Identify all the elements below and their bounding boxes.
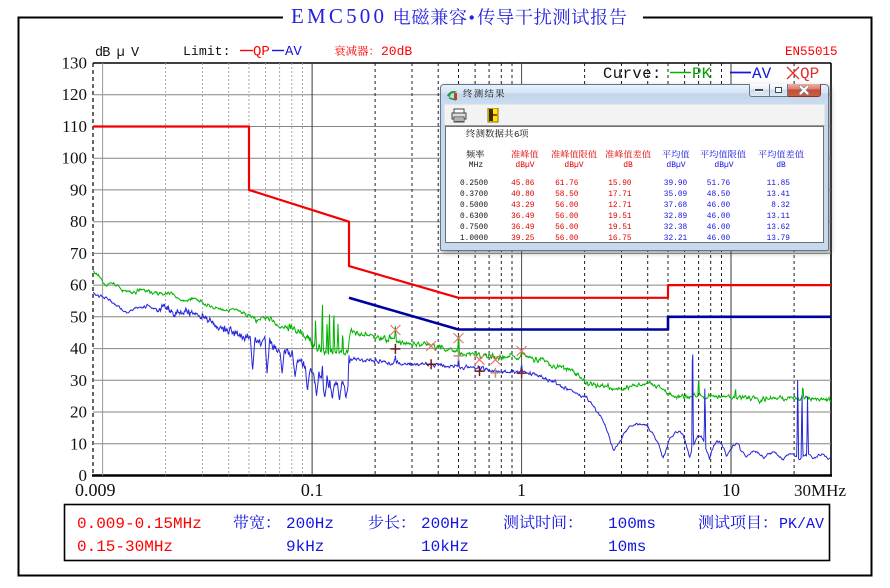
svg-text:100ms: 100ms: [608, 515, 656, 533]
svg-text:90: 90: [70, 180, 87, 199]
svg-text:AV: AV: [285, 44, 302, 60]
svg-text:0.009: 0.009: [75, 480, 116, 500]
svg-text:AV: AV: [752, 65, 772, 83]
svg-text:40: 40: [70, 339, 87, 358]
svg-text:9kHz: 9kHz: [286, 538, 324, 556]
svg-text:30: 30: [70, 371, 87, 390]
svg-text:1: 1: [517, 480, 526, 500]
svg-text:70: 70: [70, 244, 87, 263]
svg-text:PK: PK: [692, 65, 712, 83]
svg-text:60: 60: [70, 276, 87, 295]
svg-text:QP: QP: [800, 65, 819, 83]
svg-text:200Hz: 200Hz: [421, 515, 469, 533]
svg-text:30MHz: 30MHz: [794, 481, 846, 500]
svg-text:EN55015: EN55015: [785, 45, 838, 59]
svg-text:PK/AV: PK/AV: [779, 516, 824, 533]
svg-text:200Hz: 200Hz: [286, 515, 334, 533]
svg-text:QP: QP: [253, 44, 270, 60]
svg-text:20dB: 20dB: [381, 44, 412, 59]
svg-text:0: 0: [79, 466, 88, 485]
svg-text:0.1: 0.1: [301, 480, 324, 500]
svg-text:80: 80: [70, 212, 87, 231]
svg-text:Curve:: Curve:: [603, 65, 662, 83]
svg-text:10ms: 10ms: [608, 538, 646, 556]
svg-text:Limit:: Limit:: [183, 44, 230, 59]
svg-text:EMC500: EMC500: [291, 4, 387, 28]
svg-text:10: 10: [70, 434, 87, 453]
svg-text:110: 110: [62, 117, 87, 136]
svg-text:0.009-0.15MHz: 0.009-0.15MHz: [77, 515, 202, 533]
svg-text:10: 10: [722, 480, 740, 500]
svg-text:50: 50: [70, 307, 87, 326]
svg-text:100: 100: [62, 149, 88, 168]
svg-text:dB µ V: dB µ V: [95, 46, 140, 61]
svg-text:10kHz: 10kHz: [421, 538, 469, 556]
svg-text:20: 20: [70, 403, 87, 422]
svg-text:130: 130: [62, 54, 88, 73]
svg-text:0.15-30MHz: 0.15-30MHz: [77, 538, 173, 556]
svg-text:120: 120: [62, 85, 88, 104]
